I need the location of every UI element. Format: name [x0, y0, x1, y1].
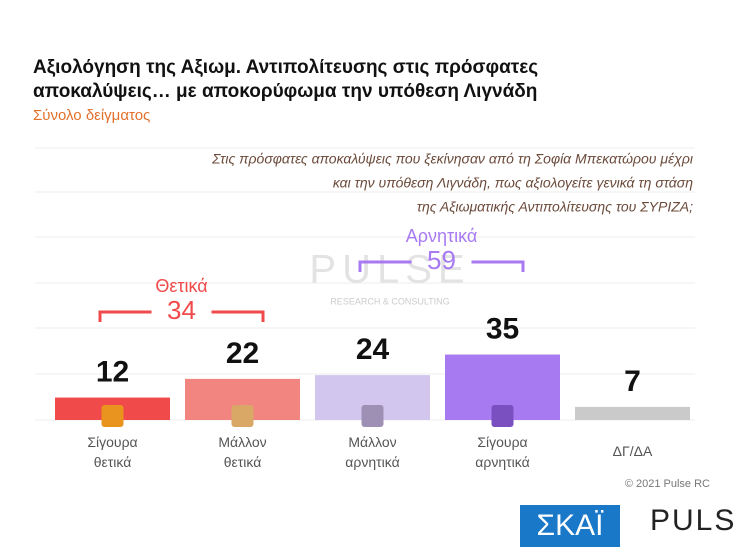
value-label: 7	[624, 365, 641, 398]
group-value: 34	[167, 295, 196, 325]
icon	[101, 405, 124, 427]
bracket	[358, 260, 525, 272]
copyright: © 2021 Pulse RC	[625, 478, 710, 490]
logo: ΣΚΑΪ	[537, 509, 605, 542]
value-label: 35	[486, 312, 519, 345]
question: Στις πρόσφατες αποκαλύψεις που ξεκίνησαν…	[211, 151, 693, 167]
value-label: 24	[356, 333, 390, 366]
question: και την υπόθεση Λιγνάδη, πως αξιολογείτε…	[333, 175, 693, 191]
icon	[361, 405, 384, 427]
category-label: ΔΓ/ΔΑ	[613, 443, 653, 459]
icon	[491, 405, 514, 427]
logo: PULSE	[650, 504, 734, 537]
chart-title: αποκαλύψεις… με αποκορύφωμα την υπόθεση …	[33, 81, 537, 102]
bar	[575, 406, 690, 420]
subtitle: Σύνολο δείγματος	[33, 107, 150, 124]
bracket	[98, 310, 265, 322]
group-label: Θετικά	[155, 276, 207, 296]
category-label: Μάλλον αρνητικά	[345, 434, 399, 470]
chart-title: Αξιολόγηση της Αξιωμ. Αντιπολίτευσης στι…	[33, 57, 538, 78]
value-label: 22	[226, 337, 259, 370]
category-label: Σίγουρα θετικά	[87, 434, 137, 470]
question: της Αξιωματικής Αντιπολίτευσης του ΣΥΡΙΖ…	[417, 199, 693, 215]
category-label: Σίγουρα αρνητικά	[475, 434, 529, 470]
icon	[231, 405, 254, 427]
logo-box	[520, 505, 620, 547]
group-value: 59	[427, 245, 456, 275]
watermark: RESEARCH & CONSULTING	[330, 296, 449, 306]
value-label: 12	[96, 355, 129, 388]
group-label: Αρνητικά	[406, 226, 478, 246]
category-label: Μάλλον θετικά	[218, 434, 266, 470]
watermark: PULSE	[309, 248, 470, 292]
